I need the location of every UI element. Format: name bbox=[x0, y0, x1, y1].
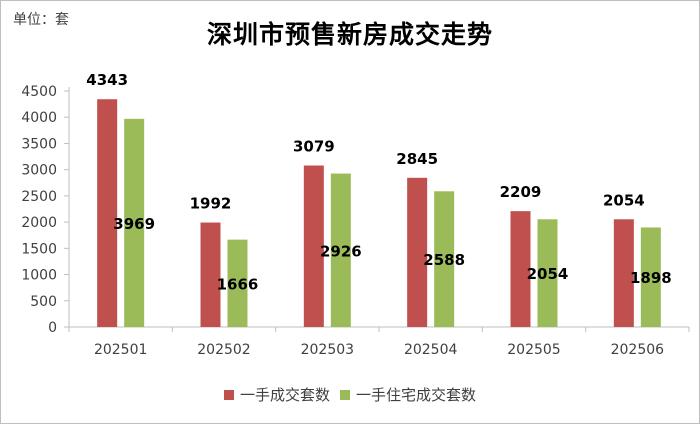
y-tick-label: 3500 bbox=[21, 136, 57, 152]
bar-series2 bbox=[330, 173, 351, 327]
data-label-series2: 1666 bbox=[217, 275, 259, 293]
data-label-series2: 1898 bbox=[630, 269, 672, 287]
data-label-series1: 4343 bbox=[86, 71, 128, 89]
y-tick-label: 1000 bbox=[21, 268, 57, 284]
x-tick-label: 202505 bbox=[507, 342, 560, 358]
bar-series2 bbox=[124, 118, 145, 328]
y-tick-label: 3000 bbox=[21, 163, 57, 179]
bar-series1 bbox=[510, 211, 531, 327]
legend-label: 一手成交套数 bbox=[239, 386, 330, 404]
y-tick-label: 1500 bbox=[21, 241, 57, 257]
data-label-series1: 2209 bbox=[500, 183, 542, 201]
legend-item: 一手住宅成交套数 bbox=[340, 384, 476, 405]
y-tick-label: 4500 bbox=[21, 84, 57, 100]
y-tick-label: 2000 bbox=[21, 215, 57, 231]
bar-series1 bbox=[97, 99, 118, 327]
legend-swatch bbox=[223, 389, 234, 400]
data-label-series1: 2845 bbox=[396, 150, 438, 168]
bar-series1 bbox=[303, 165, 324, 327]
bar-series2 bbox=[537, 219, 558, 327]
chart-legend: 一手成交套数 一手住宅成交套数 bbox=[1, 384, 699, 405]
data-label-series1: 3079 bbox=[293, 138, 335, 156]
data-label-series2: 2588 bbox=[423, 251, 465, 269]
bar-series2 bbox=[227, 239, 248, 327]
unit-label: 单位：套 bbox=[13, 12, 69, 28]
data-label-series2: 2926 bbox=[320, 242, 362, 260]
x-tick-label: 202504 bbox=[404, 342, 458, 358]
y-tick-label: 500 bbox=[30, 294, 57, 310]
y-tick-label: 4000 bbox=[21, 110, 57, 126]
x-tick-label: 202503 bbox=[301, 342, 354, 358]
y-tick-label: 0 bbox=[48, 320, 57, 336]
x-tick-label: 202501 bbox=[94, 342, 147, 358]
legend-label: 一手住宅成交套数 bbox=[356, 386, 477, 404]
bar-series1 bbox=[613, 219, 634, 327]
legend-item: 一手成交套数 bbox=[223, 384, 330, 405]
bar-series1 bbox=[200, 222, 221, 327]
x-tick-label: 202506 bbox=[611, 342, 665, 358]
bar-series2 bbox=[434, 191, 455, 327]
data-label-series1: 2054 bbox=[603, 191, 645, 209]
y-tick-label: 2500 bbox=[21, 189, 57, 205]
data-label-series2: 3969 bbox=[113, 215, 155, 233]
bar-series2 bbox=[640, 227, 661, 327]
bar-chart-plot: 0 500 1000 1500 2000 2500 3000 3500 4000 4500 2025… bbox=[21, 71, 690, 358]
data-label-series2: 2054 bbox=[527, 265, 569, 283]
x-tick-label: 202502 bbox=[197, 342, 250, 358]
legend-swatch bbox=[340, 389, 350, 400]
bar-series1 bbox=[407, 177, 428, 327]
data-label-series1: 1992 bbox=[190, 195, 232, 213]
chart-title: 深圳市预售新房成交走势 bbox=[206, 20, 493, 49]
